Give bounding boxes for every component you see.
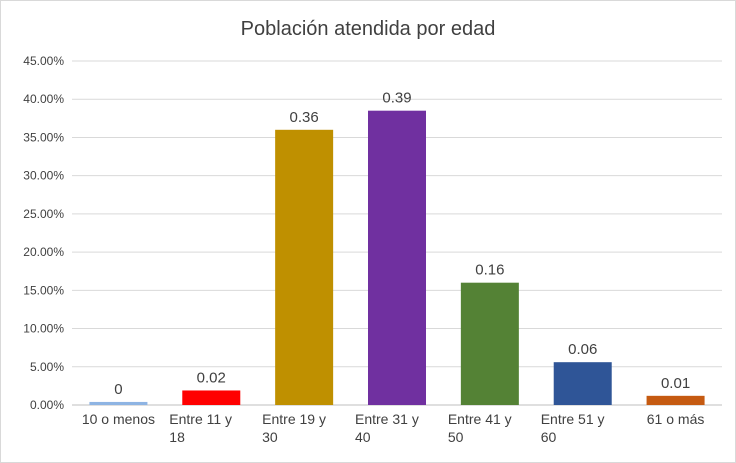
x-category-label: 18 <box>169 429 185 445</box>
y-tick-label: 15.00% <box>23 283 64 297</box>
data-labels: 0 0.02 0.36 0.39 0.16 0.06 0.01 <box>114 90 690 398</box>
x-category-label: Entre 51 y <box>541 411 605 427</box>
y-tick-label: 5.00% <box>30 360 64 374</box>
bars <box>89 110 705 406</box>
x-category-label: 60 <box>541 429 557 445</box>
x-category-label: Entre 11 y <box>169 411 232 427</box>
chart-title: Población atendida por edad <box>240 18 496 40</box>
y-tick-label: 40.00% <box>23 92 64 106</box>
bar <box>368 110 426 405</box>
y-tick-label: 25.00% <box>23 207 64 221</box>
data-label: 0.16 <box>475 262 504 279</box>
y-tick-label: 0.00% <box>30 398 64 412</box>
data-label: 0.39 <box>382 90 411 107</box>
y-tick-label: 35.00% <box>23 130 64 144</box>
x-category-label: 40 <box>355 429 371 445</box>
data-label: 0.06 <box>568 341 597 358</box>
bar <box>553 362 612 405</box>
x-category-label: Entre 19 y <box>262 411 326 427</box>
bar <box>646 395 705 405</box>
x-category-label: Entre 31 y <box>355 411 419 427</box>
y-tick-label: 30.00% <box>23 169 64 183</box>
bar <box>275 129 334 406</box>
y-tick-label: 20.00% <box>23 245 64 259</box>
x-category-label: Entre 41 y <box>448 411 512 427</box>
x-category-label: 50 <box>448 429 464 445</box>
y-tick-label: 45.00% <box>23 54 64 68</box>
y-axis-tick-labels: 0.00% 5.00% 10.00% 15.00% 20.00% 25.00% 30.00%… <box>23 54 64 412</box>
data-label: 0.36 <box>290 109 319 126</box>
x-axis-category-labels: 10 o menos Entre 11 y 18 Entre 19 y 30 Entre … <box>82 411 705 445</box>
x-category-label: 61 o más <box>647 411 705 427</box>
x-category-label: 10 o menos <box>82 411 155 427</box>
data-label: 0.01 <box>661 375 690 392</box>
bar <box>89 401 148 405</box>
bar <box>182 390 241 405</box>
x-category-label: 30 <box>262 429 278 445</box>
data-label: 0.02 <box>197 369 226 386</box>
bar <box>460 282 519 405</box>
data-label: 0 <box>114 381 122 398</box>
y-tick-label: 10.00% <box>23 322 64 336</box>
